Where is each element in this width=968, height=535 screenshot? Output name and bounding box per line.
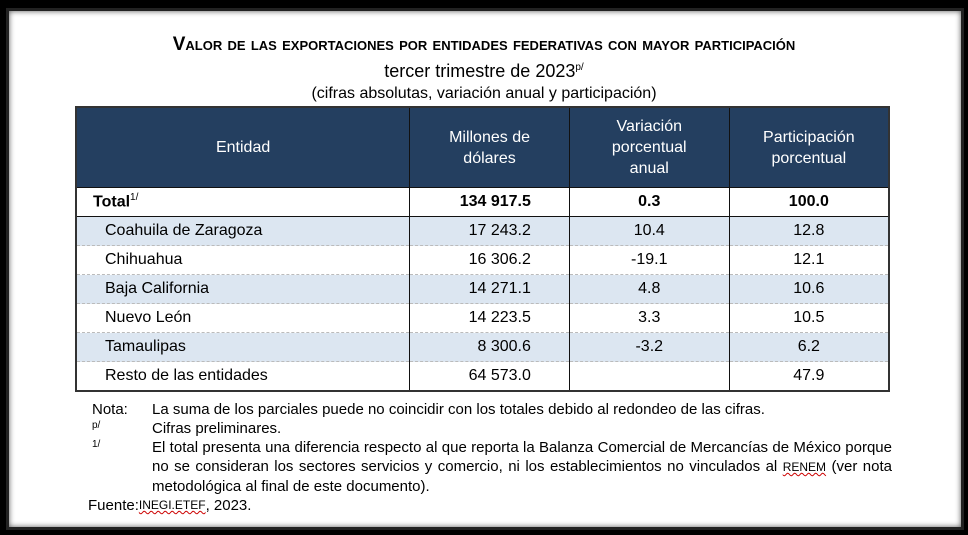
cell-variacion: 3.3 <box>568 303 730 333</box>
cell-variacion: -19.1 <box>568 245 730 275</box>
cell-entidad: Baja California <box>75 274 411 304</box>
cell-participacion: 12.8 <box>728 216 890 246</box>
subtitle: tercer trimestre de 2023p/ <box>0 61 968 82</box>
cell-participacion: 6.2 <box>728 332 890 362</box>
note-text: La suma de los parciales puede no coinci… <box>152 401 765 418</box>
table-row: Chihuahua 16 306.2 -19.1 12.1 <box>75 245 890 275</box>
cell-participacion: 10.6 <box>728 274 890 304</box>
table-row: Baja California 14 271.1 4.8 10.6 <box>75 274 890 304</box>
cell-entidad: Tamaulipas <box>75 332 411 362</box>
note-label: p/ <box>92 420 101 431</box>
header-entidad: Entidad <box>75 106 411 188</box>
subtitle-superscript: p/ <box>575 62 584 73</box>
renem-abbrev: RENEM <box>782 460 827 474</box>
cell-millones: 8 300.6 <box>409 332 570 362</box>
table-row-total: Total1/ 134 917.5 0.3 100.0 <box>75 187 890 217</box>
table-row: Coahuila de Zaragoza 17 243.2 10.4 12.8 <box>75 216 890 246</box>
source-name: INEGI.ETEF <box>138 498 206 512</box>
cell-millones: 16 306.2 <box>409 245 570 275</box>
cell-variacion: 10.4 <box>568 216 730 246</box>
footnotes: Nota: La suma de los parciales puede no … <box>88 400 892 515</box>
cell-entidad: Resto de las entidades <box>75 361 411 391</box>
cell-entidad: Total1/ <box>75 187 411 217</box>
cell-millones: 14 271.1 <box>409 274 570 304</box>
cell-participacion: 10.5 <box>728 303 890 333</box>
cell-variacion: -3.2 <box>568 332 730 362</box>
source-label: Fuente: <box>88 497 139 514</box>
table-row: Nuevo León 14 223.5 3.3 10.5 <box>75 303 890 333</box>
cell-variacion: 4.8 <box>568 274 730 304</box>
cell-participacion: 12.1 <box>728 245 890 275</box>
header-variacion: Variación porcentual anual <box>568 106 730 188</box>
cell-participacion: 100.0 <box>728 187 890 217</box>
exports-table: Entidad Millones de dólares Variación po… <box>75 106 890 392</box>
cell-participacion: 47.9 <box>728 361 890 391</box>
table-row: Resto de las entidades 64 573.0 47.9 <box>75 361 890 391</box>
cell-millones: 17 243.2 <box>409 216 570 246</box>
note-total-difference: 1/ El total presenta una diferencia resp… <box>92 438 892 496</box>
note-text: El total presenta una diferencia respect… <box>152 438 892 496</box>
note-rounding: Nota: La suma de los parciales puede no … <box>92 400 892 419</box>
table-header-row: Entidad Millones de dólares Variación po… <box>75 106 890 188</box>
cell-entidad: Coahuila de Zaragoza <box>75 216 411 246</box>
note-label: Nota: <box>92 401 128 418</box>
subtitle-text: tercer trimestre de 2023 <box>384 61 576 81</box>
note-text-part: El total presenta una diferencia respect… <box>152 439 892 475</box>
page-title: Valor de las exportaciones por entidades… <box>172 34 796 55</box>
note-text-part: (ver nota metodológica al final de este … <box>152 458 892 495</box>
total-label: Total <box>93 193 131 211</box>
cell-variacion <box>568 361 730 391</box>
cell-millones: 64 573.0 <box>409 361 570 391</box>
note-preliminary: p/ Cifras preliminares. <box>92 419 892 438</box>
subtitle-units: (cifras absolutas, variación anual y par… <box>311 85 657 102</box>
cell-millones: 14 223.5 <box>409 303 570 333</box>
cell-entidad: Chihuahua <box>75 245 411 275</box>
note-source: Fuente: INEGI.ETEF, 2023. <box>88 496 892 515</box>
table-row: Tamaulipas 8 300.6 -3.2 6.2 <box>75 332 890 362</box>
cell-variacion: 0.3 <box>568 187 730 217</box>
cell-entidad: Nuevo León <box>75 303 411 333</box>
header-participacion: Participación porcentual <box>728 106 890 188</box>
note-label: 1/ <box>92 439 101 450</box>
total-superscript: 1/ <box>130 192 139 204</box>
header-millones: Millones de dólares <box>409 106 570 188</box>
source-year: , 2023. <box>205 497 252 514</box>
note-text: Cifras preliminares. <box>152 420 282 437</box>
cell-millones: 134 917.5 <box>409 187 570 217</box>
